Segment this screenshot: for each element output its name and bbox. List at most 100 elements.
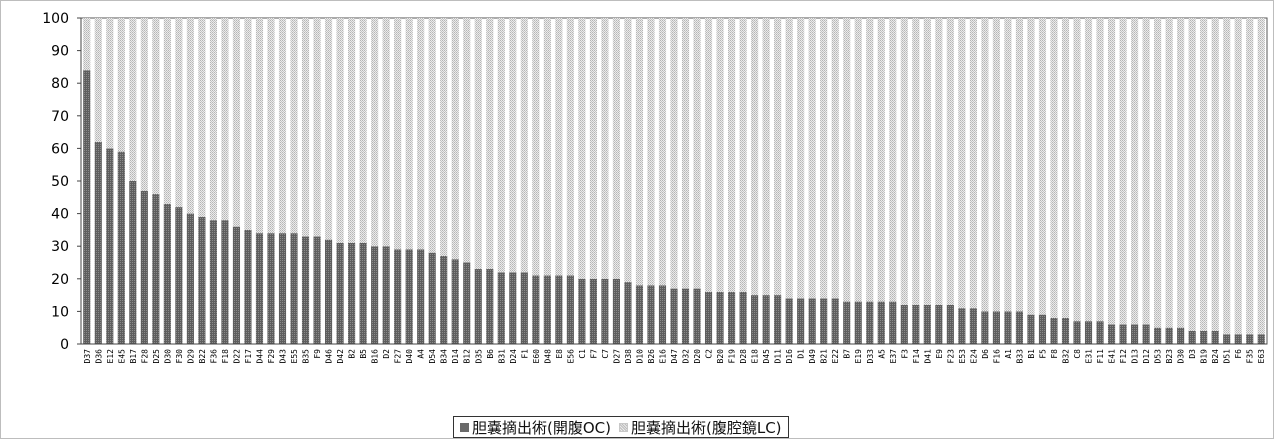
bar-segment-lc [670, 18, 678, 289]
bar-segment-oc [1211, 330, 1219, 344]
bar-segment-oc [693, 288, 701, 344]
bar-segment-oc [946, 304, 954, 344]
bar-segment-lc [1211, 18, 1219, 331]
bar-segment-oc [497, 272, 505, 344]
bar-segment-oc [1154, 327, 1162, 344]
x-category-label: F16 [992, 349, 1001, 364]
x-category-label: F17 [244, 349, 253, 364]
bar-segment-oc [1234, 334, 1242, 344]
x-category-label: D3 [1188, 349, 1197, 359]
bar-segment-oc [601, 278, 609, 344]
x-category-label: B35 [302, 349, 311, 364]
bar-segment-oc [198, 216, 206, 344]
bar-segment-lc [1004, 18, 1012, 312]
bar-segment-lc [1107, 18, 1116, 325]
bar-segment-oc [1200, 330, 1208, 344]
bar-segment-lc [451, 18, 459, 260]
x-category-label: A1 [1004, 349, 1013, 359]
bar-segment-lc [348, 18, 356, 243]
bar-segment-oc [1177, 327, 1185, 344]
bar-segment-oc [704, 291, 713, 344]
y-tick-label: 60 [51, 141, 69, 157]
x-category-label: D36 [94, 349, 103, 364]
bar-segment-oc [106, 148, 114, 344]
bar-segment-lc [647, 18, 655, 286]
x-category-label: D27 [612, 349, 621, 364]
x-category-label: D14 [451, 349, 460, 364]
bar-segment-lc [1142, 18, 1150, 325]
bar-segment-lc [394, 18, 402, 250]
bar-segment-oc [923, 304, 931, 344]
x-category-label: E55 [290, 349, 299, 364]
bar-segment-lc [785, 18, 793, 299]
x-category-label: E63 [1257, 349, 1266, 364]
x-category-label: D48 [543, 349, 552, 364]
bar-segment-lc [520, 18, 528, 273]
bar-segment-oc [912, 304, 920, 344]
bar-segment-lc [117, 18, 125, 152]
bar-segment-lc [428, 18, 436, 253]
legend: 胆嚢摘出術(開腹OC) 胆嚢摘出術(腹腔鏡LC) [453, 416, 789, 438]
bar-segment-oc [336, 242, 344, 344]
bar-segment-lc [912, 18, 920, 305]
y-tick-label: 10 [51, 304, 69, 320]
bar-segment-oc [175, 207, 183, 344]
bar-segment-oc [831, 298, 839, 344]
x-category-label: D40 [405, 349, 414, 364]
x-category-label: B33 [1015, 349, 1024, 364]
x-category-label: D6 [981, 349, 990, 359]
x-category-label: E12 [106, 349, 115, 364]
bar-segment-lc [1246, 18, 1254, 335]
x-category-label: D11 [774, 349, 783, 364]
bar-segment-lc [359, 18, 367, 243]
x-category-label: F27 [394, 349, 403, 364]
bar-segment-lc [244, 18, 252, 230]
x-category-label: D47 [670, 349, 679, 364]
bar-segment-lc [474, 18, 482, 270]
bar-segment-lc [1154, 18, 1162, 328]
bar-segment-lc [336, 18, 344, 243]
bar-segment-oc [578, 278, 586, 344]
bar-segment-lc [935, 18, 943, 305]
bar-segment-oc [232, 226, 241, 344]
x-category-label: D53 [1154, 349, 1163, 364]
x-category-label: E16 [658, 349, 667, 364]
bar-segment-oc [417, 249, 425, 344]
bar-segment-oc [1131, 324, 1139, 344]
bar-segment-oc [958, 308, 966, 344]
bar-segment-lc [175, 18, 183, 208]
x-category-label: E9 [935, 349, 944, 359]
bar-segment-lc [405, 18, 413, 250]
bar-segment-lc [751, 18, 759, 296]
bar-segment-lc [601, 18, 609, 279]
bar-segment-lc [267, 18, 275, 234]
y-tick-label: 90 [51, 44, 69, 60]
bar-segment-oc [566, 275, 574, 344]
x-category-label: B7 [843, 349, 852, 359]
x-category-label: B23 [1165, 349, 1174, 364]
bar-segment-lc [1061, 18, 1070, 318]
x-category-label: F6 [1234, 349, 1243, 359]
bar-segment-oc [94, 141, 102, 344]
y-tick-label: 70 [51, 109, 69, 125]
x-category-label: B2 [348, 349, 357, 359]
bar-segment-oc [808, 298, 816, 344]
bar-segment-oc [981, 311, 989, 344]
bar-segment-oc [394, 249, 402, 344]
bar-segment-lc [463, 18, 471, 263]
bar-segment-lc [681, 18, 690, 289]
bar-segment-lc [555, 18, 563, 276]
bar-segment-lc [198, 18, 206, 217]
x-category-label: F3 [900, 349, 909, 359]
bar-segment-oc [1257, 334, 1265, 344]
bar-segment-oc [762, 295, 770, 344]
x-category-label: E53 [958, 349, 967, 364]
x-category-label: E37 [889, 349, 898, 364]
x-category-label: C7 [601, 349, 610, 359]
bar-segment-oc [969, 308, 977, 344]
x-category-label: B22 [198, 349, 207, 364]
bar-segment-oc [1165, 327, 1173, 344]
bar-segment-oc [186, 213, 194, 344]
bar-segment-oc [1015, 311, 1024, 344]
bar-segment-lc [232, 18, 241, 227]
